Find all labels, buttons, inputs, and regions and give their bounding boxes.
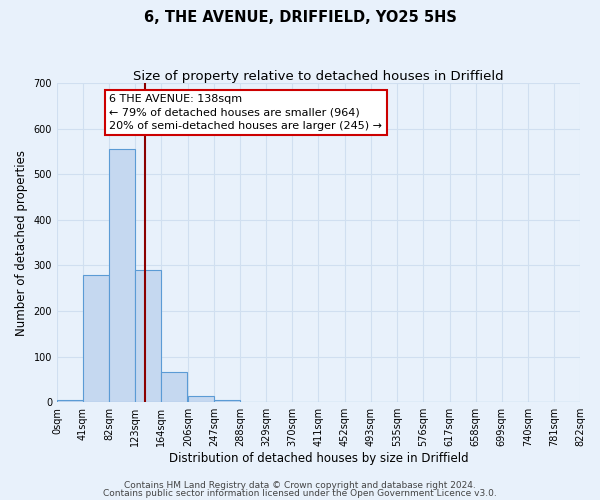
Bar — [83, 276, 109, 402]
Text: Contains public sector information licensed under the Open Government Licence v3: Contains public sector information licen… — [103, 488, 497, 498]
Text: 6 THE AVENUE: 138sqm
← 79% of detached houses are smaller (964)
20% of semi-deta: 6 THE AVENUE: 138sqm ← 79% of detached h… — [109, 94, 382, 131]
Text: 6, THE AVENUE, DRIFFIELD, YO25 5HS: 6, THE AVENUE, DRIFFIELD, YO25 5HS — [143, 10, 457, 25]
Bar — [109, 148, 135, 402]
Text: Contains HM Land Registry data © Crown copyright and database right 2024.: Contains HM Land Registry data © Crown c… — [124, 481, 476, 490]
Bar — [57, 400, 83, 402]
Bar — [188, 396, 214, 402]
Title: Size of property relative to detached houses in Driffield: Size of property relative to detached ho… — [133, 70, 504, 83]
X-axis label: Distribution of detached houses by size in Driffield: Distribution of detached houses by size … — [169, 452, 468, 465]
Bar — [161, 372, 187, 402]
Bar — [214, 400, 240, 402]
Bar — [135, 270, 161, 402]
Y-axis label: Number of detached properties: Number of detached properties — [15, 150, 28, 336]
